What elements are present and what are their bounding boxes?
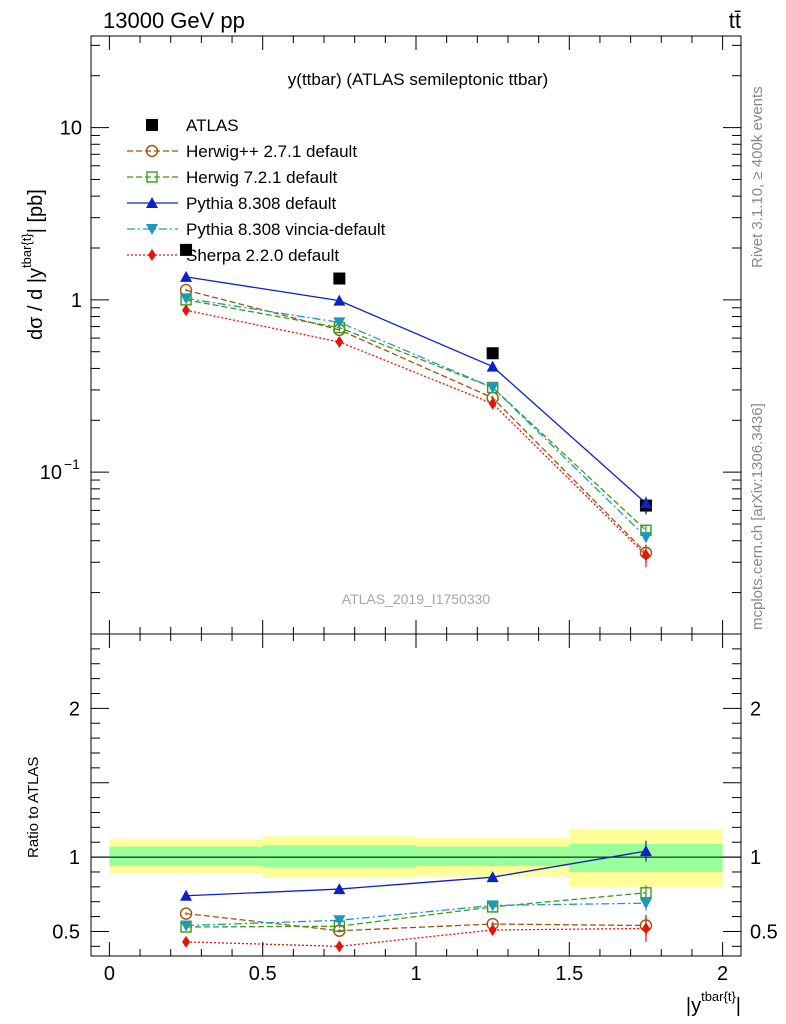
main-point-3-1 <box>333 294 346 306</box>
ratio-point-4-1 <box>335 940 344 953</box>
main-chart-title: y(ttbar) (ATLAS semileptonic ttbar) <box>288 70 548 89</box>
ratio-y-tick-label-1: 1 <box>69 847 80 869</box>
legend-marker-0 <box>146 119 158 131</box>
legend-marker-4 <box>146 224 158 235</box>
rivet-version-label: Rivet 3.1.10, ≥ 400k events <box>749 86 766 268</box>
main-point-5-3 <box>641 549 650 562</box>
x-tick-label-0: 0 <box>104 963 115 985</box>
main-line-5 <box>185 309 647 556</box>
legend-label-1: Herwig++ 2.7.1 default <box>186 142 357 161</box>
legend-entry-2: Herwig 7.2.1 default <box>127 168 337 187</box>
x-tick-label-4: 2 <box>717 963 728 985</box>
main-line-2 <box>185 299 647 531</box>
legend-entry-1: Herwig++ 2.7.1 default <box>127 142 357 161</box>
main-point-3-2 <box>486 360 499 372</box>
main-point-3-3 <box>639 497 652 509</box>
ratio-point-3-2 <box>486 900 499 912</box>
ratio-y-tick-label-right-0: 0.5 <box>750 921 778 943</box>
main-x-ticks <box>108 36 724 634</box>
main-y-tick-label-1: 1 <box>71 290 82 312</box>
ratio-band-inner-2 <box>416 846 570 867</box>
ratio-y-tick-label-0: 0.5 <box>52 921 80 943</box>
ratio-point-3-3 <box>639 898 652 910</box>
ratio-markers <box>179 845 653 953</box>
main-point-0-0 <box>180 243 193 256</box>
ratio-y-tick-label-right-2: 2 <box>750 698 761 720</box>
legend-entry-4: Pythia 8.308 vincia-default <box>127 220 386 239</box>
ratio-point-0-0 <box>179 907 193 920</box>
ratio-point-3-1 <box>333 915 346 927</box>
main-point-4-2 <box>486 382 499 394</box>
main-line-4 <box>185 297 647 538</box>
collision-energy-label: 13000 GeV pp <box>103 8 245 33</box>
main-point-3-0 <box>180 270 193 282</box>
ratio-point-3-0 <box>180 920 193 932</box>
ratio-point-2-0 <box>180 889 193 901</box>
legend-label-2: Herwig 7.2.1 default <box>186 168 337 187</box>
main-point-0-1 <box>333 272 346 285</box>
ratio-panel: 0 0.5 1 1.5 2 0.5 0.5 1 1 2 2 Ratio to ATLAS |ytb… <box>25 633 778 1017</box>
legend: ATLAS Herwig++ 2.7.1 default Herwig 7.2.1 … <box>127 116 386 265</box>
ratio-y-ticks: 0.5 0.5 1 1 2 2 <box>52 648 778 947</box>
x-tick-label-1: 0.5 <box>249 963 277 985</box>
ratio-point-4-2 <box>488 923 497 936</box>
analysis-watermark: ATLAS_2019_I1750330 <box>342 591 491 607</box>
main-point-0-2 <box>486 347 499 360</box>
legend-entry-0: ATLAS <box>146 116 239 135</box>
x-tick-label-2: 1 <box>410 963 421 985</box>
main-error-bars <box>185 246 647 568</box>
ratio-line-2 <box>186 850 647 897</box>
main-point-5-0 <box>182 304 191 317</box>
legend-label-3: Pythia 8.308 default <box>186 194 337 213</box>
ratio-band-inner-0 <box>109 846 263 867</box>
main-y-tick-exponent-2: −1 <box>64 456 80 472</box>
main-point-5-1 <box>335 335 344 348</box>
ratio-y-tick-label-2: 2 <box>69 698 80 720</box>
ratio-y-tick-label-right-1: 1 <box>750 847 761 869</box>
ratio-line-1 <box>186 892 647 928</box>
ratio-band-inner-1 <box>262 845 416 868</box>
ratio-line-3 <box>186 902 646 927</box>
legend-marker-1 <box>145 144 159 158</box>
legend-marker-3 <box>146 197 158 208</box>
main-point-4-3 <box>639 532 652 544</box>
legend-label-0: ATLAS <box>186 116 239 135</box>
ratio-point-2-3 <box>639 845 652 857</box>
main-point-4-0 <box>180 293 193 305</box>
main-point-5-2 <box>488 397 497 410</box>
legend-marker-5 <box>148 249 156 261</box>
ratio-point-4-3 <box>641 922 650 935</box>
ratio-y-axis-label: Ratio to ATLAS <box>25 757 42 858</box>
ratio-uncertainty-bands <box>109 828 723 887</box>
ratio-point-2-1 <box>333 883 346 895</box>
ratio-plot-frame <box>90 633 742 957</box>
main-y-axis-label: dσ / d |ytbar{t}| [pb] <box>19 189 47 340</box>
process-label: tt̄ <box>729 8 741 33</box>
ratio-x-ticks: 0 0.5 1 1.5 2 <box>104 634 728 985</box>
legend-entry-3: Pythia 8.308 default <box>127 194 337 213</box>
ratio-point-1-3 <box>640 887 652 899</box>
ratio-point-4-0 <box>182 935 191 948</box>
main-y-tick-label-2: 10 <box>40 462 62 484</box>
main-line-1 <box>185 289 647 554</box>
legend-label-5: Sherpa 2.2.0 default <box>186 246 339 265</box>
ratio-line-0 <box>185 912 646 932</box>
main-line-3 <box>185 276 647 504</box>
legend-label-4: Pythia 8.308 vincia-default <box>186 220 386 239</box>
mcplots-credit-label: mcplots.cern.ch [arXiv:1306.3436] <box>749 403 766 630</box>
main-point-4-1 <box>333 317 346 329</box>
legend-entry-5: Sherpa 2.2.0 default <box>127 246 339 265</box>
ratio-point-2-2 <box>486 871 499 883</box>
main-y-tick-label-0: 10 <box>60 118 82 140</box>
main-markers <box>179 243 653 562</box>
x-axis-label: |ytbar{t}| <box>686 989 741 1017</box>
legend-marker-2 <box>146 171 158 183</box>
main-series-lines <box>185 276 647 556</box>
x-tick-label-3: 1.5 <box>555 963 583 985</box>
